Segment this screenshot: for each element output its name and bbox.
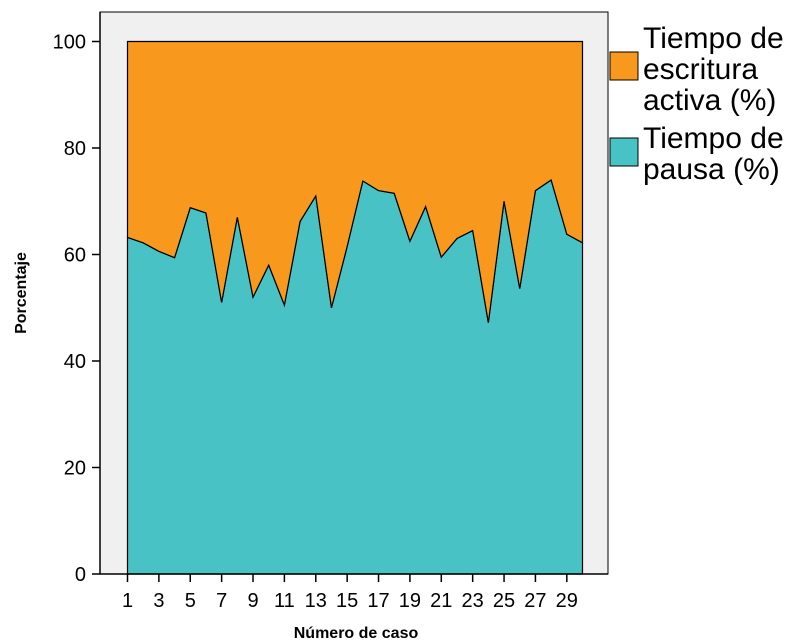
x-tick-label: 23 [462,590,484,612]
legend-swatch [609,51,639,81]
x-tick-label: 7 [216,590,227,612]
x-tick-label: 9 [247,590,258,612]
x-tick-label: 11 [274,590,295,612]
x-tick-label: 29 [556,590,578,612]
y-tick-label: 80 [64,138,86,160]
legend-label: Tiempo de escritura activa (%) [643,22,784,117]
legend-label: Tiempo de pausa (%) [643,122,784,186]
y-tick-label: 20 [64,458,86,480]
y-tick-label: 0 [75,564,86,586]
x-tick-label: 17 [367,590,389,612]
x-tick-label: 27 [524,590,546,612]
legend: Tiempo de escritura activa (%)Tiempo de pau… [609,22,784,186]
x-tick-label: 1 [122,590,133,612]
y-axis-ticks: 0 20 40 60 80 100 [53,32,100,586]
x-axis-title: Número de caso [294,625,419,642]
legend-swatch [609,137,639,167]
area-series-2 [126,40,584,323]
y-tick-label: 60 [64,245,86,267]
x-axis-ticks: 1 3 5 7 9 11 13 15 17 19 21 23 25 27 29 [122,574,578,612]
x-tick-label: 15 [336,590,358,612]
y-axis-title: Porcentaje [13,252,30,334]
x-tick-label: 25 [493,590,515,612]
x-tick-label: 13 [305,590,327,612]
area-series-group [126,40,584,575]
x-tick-label: 5 [185,590,196,612]
y-tick-label: 40 [64,351,86,373]
x-tick-label: 21 [430,590,452,612]
y-tick-label: 100 [53,32,86,54]
x-tick-label: 3 [153,590,164,612]
x-tick-label: 19 [399,590,421,612]
